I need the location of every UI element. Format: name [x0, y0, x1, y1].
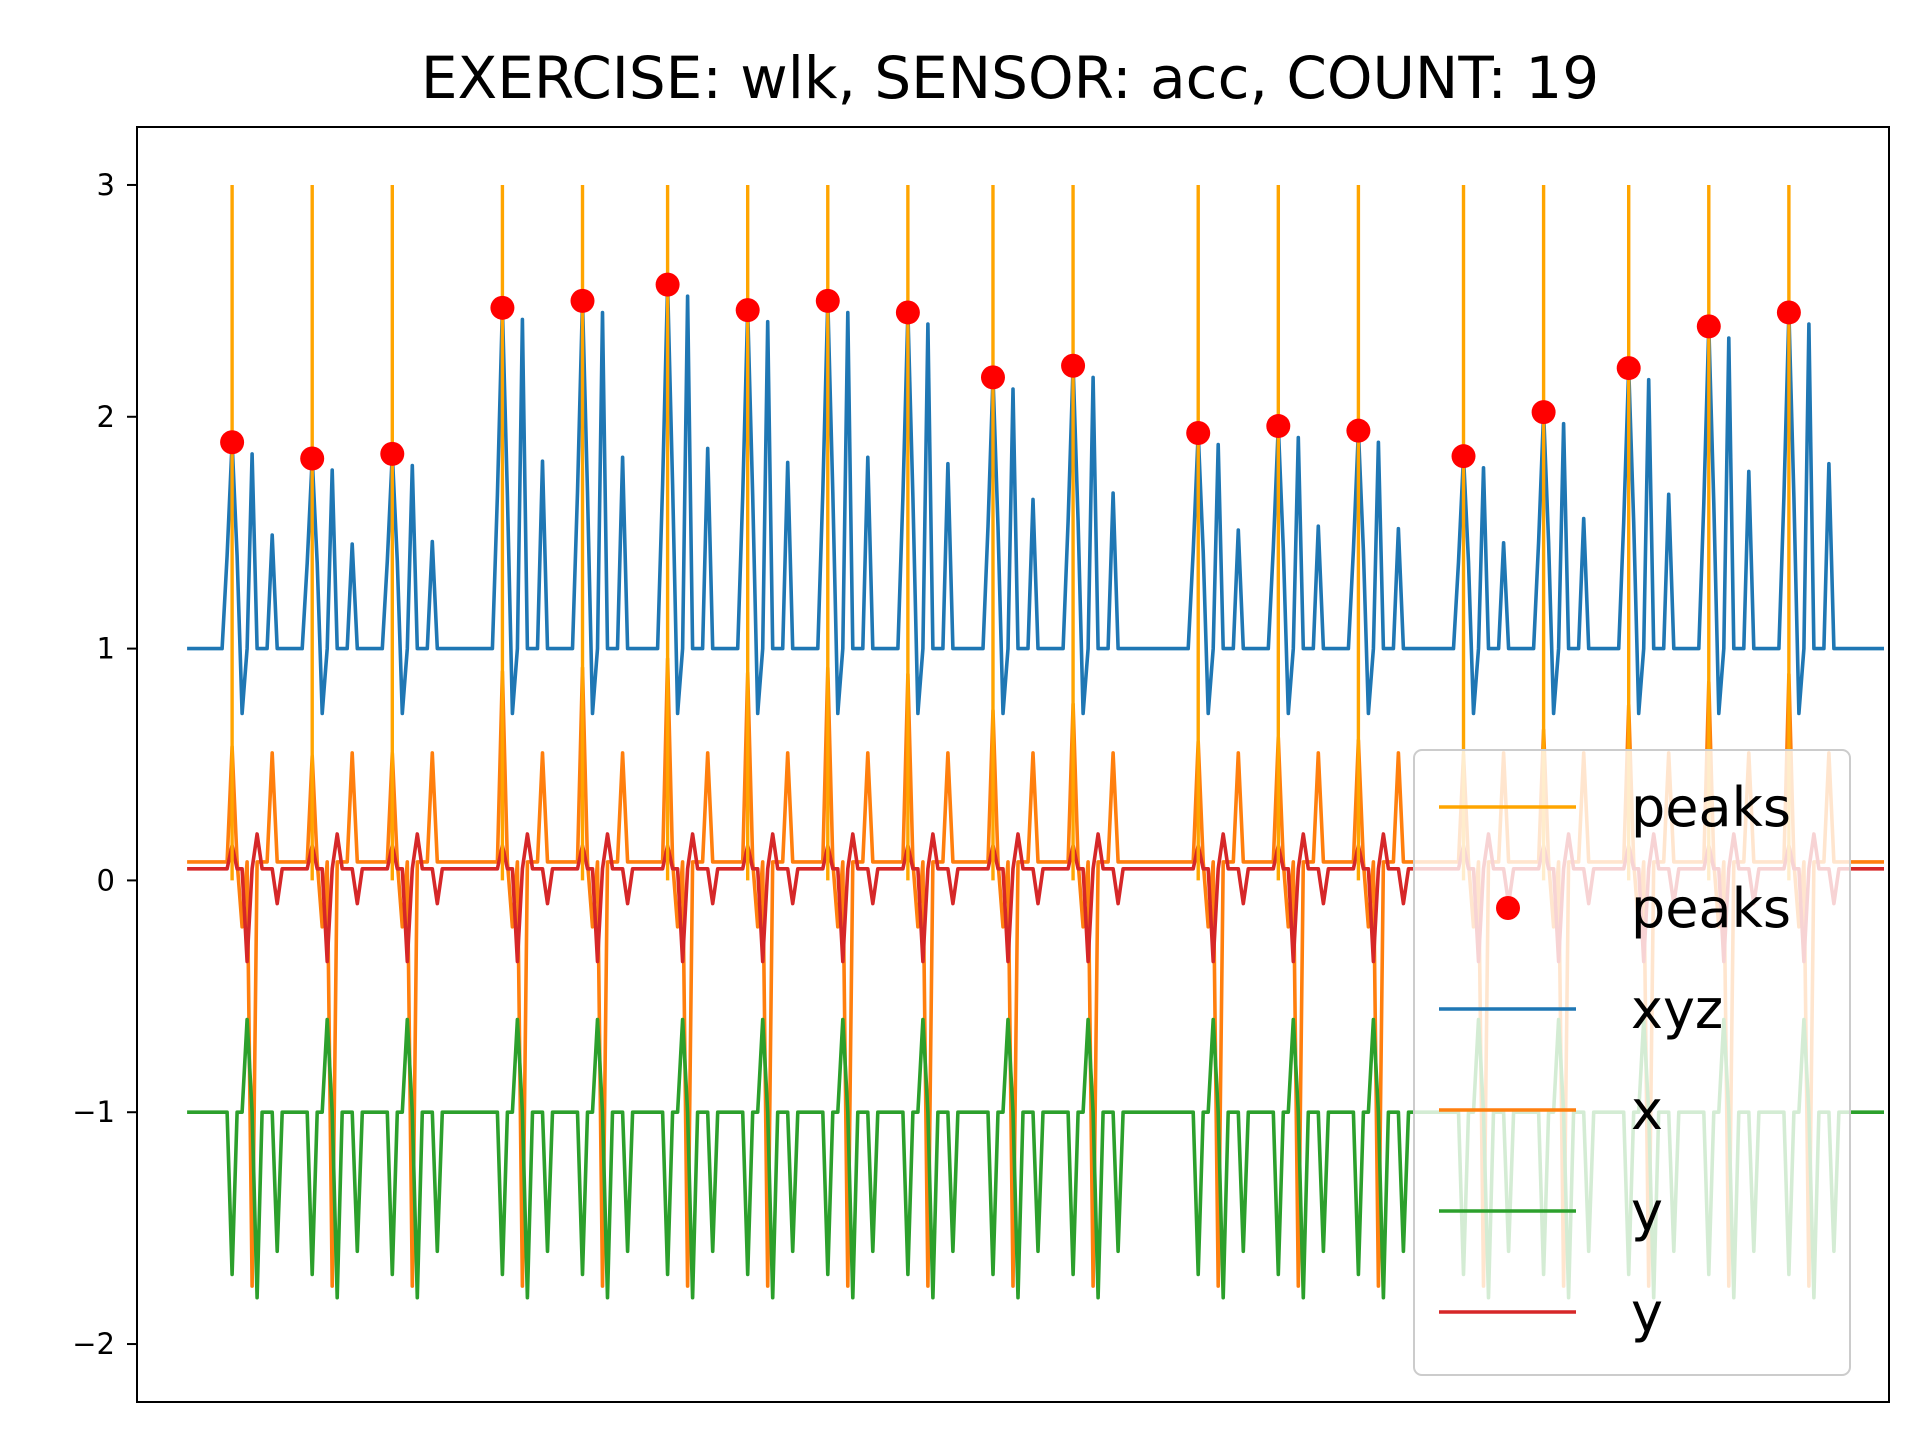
y-tick-label: 2 [97, 400, 115, 434]
peak-marker [300, 446, 325, 471]
peak-marker [1346, 418, 1371, 443]
peak-marker [570, 288, 595, 313]
peak-marker [1266, 414, 1291, 439]
legend-label: x [1631, 1079, 1663, 1142]
peak-marker [1061, 353, 1086, 378]
legend-label: peaks [1631, 776, 1791, 839]
peak-marker [1616, 356, 1641, 381]
y-tick-label: 1 [97, 632, 115, 666]
legend-label: y [1631, 1180, 1663, 1243]
legend-swatch-marker [1496, 896, 1520, 920]
peak-marker [1531, 400, 1556, 425]
peak-marker [1696, 314, 1721, 339]
peak-marker [380, 441, 405, 466]
peak-marker [655, 272, 680, 297]
chart-title: EXERCISE: wlk, SENSOR: acc, COUNT: 19 [421, 44, 1599, 112]
peak-marker [1451, 444, 1476, 469]
y-tick-label: 3 [97, 168, 115, 202]
peak-marker [895, 300, 920, 325]
legend-label: y [1631, 1281, 1663, 1344]
axes-frame [136, 126, 1890, 1403]
peak-marker [490, 295, 515, 320]
legend-label: xyz [1631, 978, 1723, 1041]
series-line-xyz-0 [187, 282, 1884, 716]
y-tick-label: −1 [72, 1095, 115, 1129]
legend-box [1413, 749, 1851, 1376]
peak-marker [735, 298, 760, 323]
y-tick-label: −2 [72, 1327, 115, 1361]
y-axis: 3 2 1 0 −1 −2 [72, 168, 137, 1361]
peak-marker [220, 430, 245, 455]
legend-label: peaks [1631, 877, 1791, 940]
peak-marker [1776, 300, 1801, 325]
peak-marker [1186, 421, 1211, 445]
y-tick-label: 0 [97, 863, 115, 897]
peak-marker [980, 365, 1005, 390]
peak-marker [815, 288, 840, 313]
